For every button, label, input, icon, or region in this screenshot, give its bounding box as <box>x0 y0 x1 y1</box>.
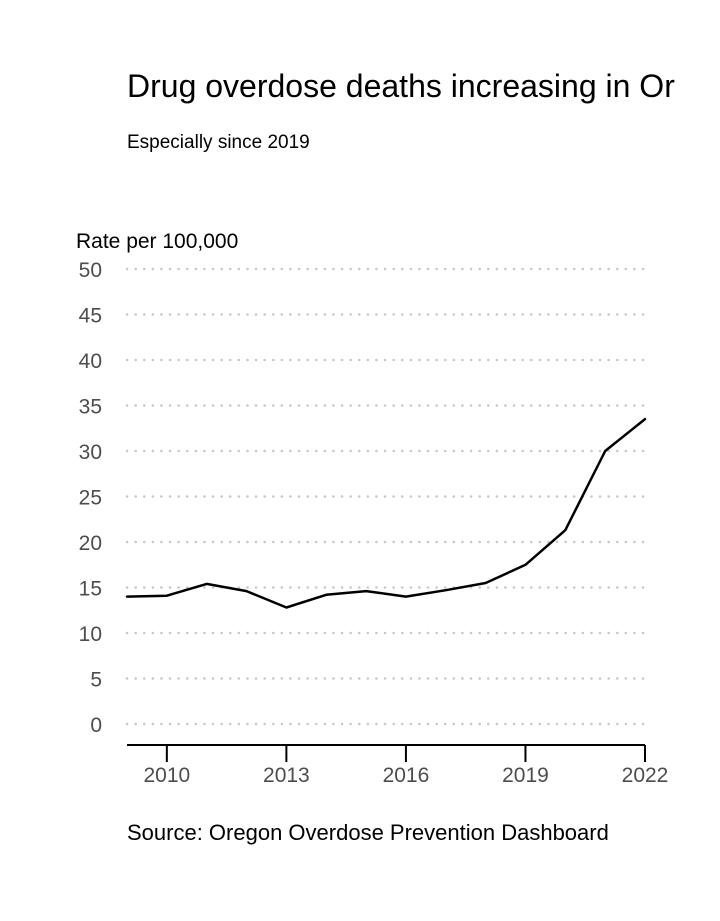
y-tick-label: 30 <box>79 441 102 464</box>
y-tick-label: 10 <box>79 623 102 646</box>
x-tick-label: 2019 <box>502 764 549 787</box>
y-axis-label: Rate per 100,000 <box>76 230 238 253</box>
chart-title: Drug overdose deaths increasing in Or <box>127 68 675 104</box>
y-tick-label: 0 <box>90 714 102 737</box>
chart-subtitle: Especially since 2019 <box>127 132 310 153</box>
y-tick-label: 40 <box>79 350 102 373</box>
y-tick-label: 45 <box>79 305 102 328</box>
gridlines <box>125 267 647 726</box>
series-line <box>125 417 647 609</box>
y-tick-label: 15 <box>79 578 102 601</box>
y-tick-label: 20 <box>79 532 102 555</box>
x-tick-label: 2010 <box>143 764 190 787</box>
x-tick-label: 2016 <box>383 764 430 787</box>
y-tick-label: 35 <box>79 396 102 419</box>
series-group <box>125 417 647 609</box>
x-tick-label: 2013 <box>263 764 310 787</box>
y-axis-ticks: 0 5 10 15 20 25 30 35 40 45 50 <box>79 259 102 737</box>
source-note: Source: Oregon Overdose Prevention Dashb… <box>127 820 609 845</box>
y-tick-label: 25 <box>79 487 102 510</box>
x-tick-label: 2022 <box>622 764 669 787</box>
y-tick-label: 5 <box>90 669 102 692</box>
y-tick-label: 50 <box>79 259 102 282</box>
x-axis: 2010 2013 2016 2019 2022 <box>127 744 669 787</box>
